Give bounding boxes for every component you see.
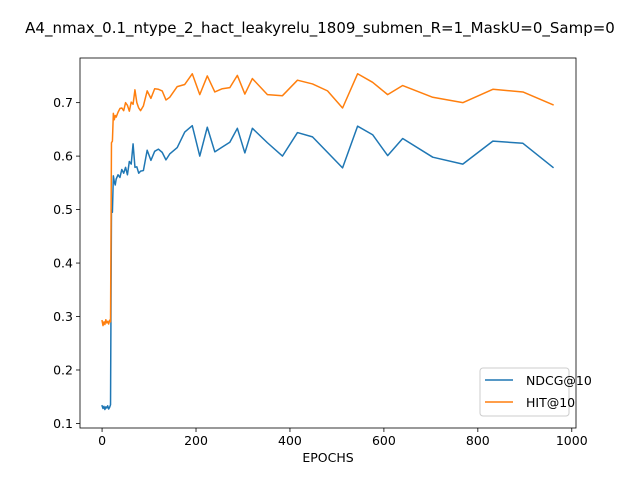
y-tick-label: 0.5	[53, 202, 73, 217]
legend-label-ndcg: NDCG@10	[526, 373, 592, 388]
axis-ticks: 0 200 400 600 800 1000 0.1 0.2 0.3 0.4 0.5 0.6 0.7	[53, 95, 588, 448]
y-tick-label: 0.3	[53, 309, 73, 324]
series-line-hit-10	[101, 73, 554, 327]
y-tick-label: 0.2	[53, 362, 73, 377]
x-tick-label: 400	[278, 433, 302, 448]
y-tick-label: 0.6	[53, 149, 73, 164]
y-tick-label: 0.1	[53, 416, 73, 431]
chart-title: A4_nmax_0.1_ntype_2_hact_leakyrelu_1809_…	[25, 19, 615, 38]
y-tick-label: 0.4	[53, 256, 73, 271]
x-axis-label: EPOCHS	[302, 450, 353, 465]
x-tick-label: 0	[98, 433, 106, 448]
x-tick-label: 1000	[556, 433, 588, 448]
legend: NDCG@10 HIT@10	[479, 367, 592, 417]
x-tick-label: 200	[184, 433, 208, 448]
legend-label-hit: HIT@10	[526, 395, 575, 410]
y-tick-label: 0.7	[53, 95, 73, 110]
x-tick-label: 800	[466, 433, 490, 448]
plot-area	[101, 73, 555, 411]
plot-frame	[79, 57, 577, 429]
x-tick-label: 600	[372, 433, 396, 448]
